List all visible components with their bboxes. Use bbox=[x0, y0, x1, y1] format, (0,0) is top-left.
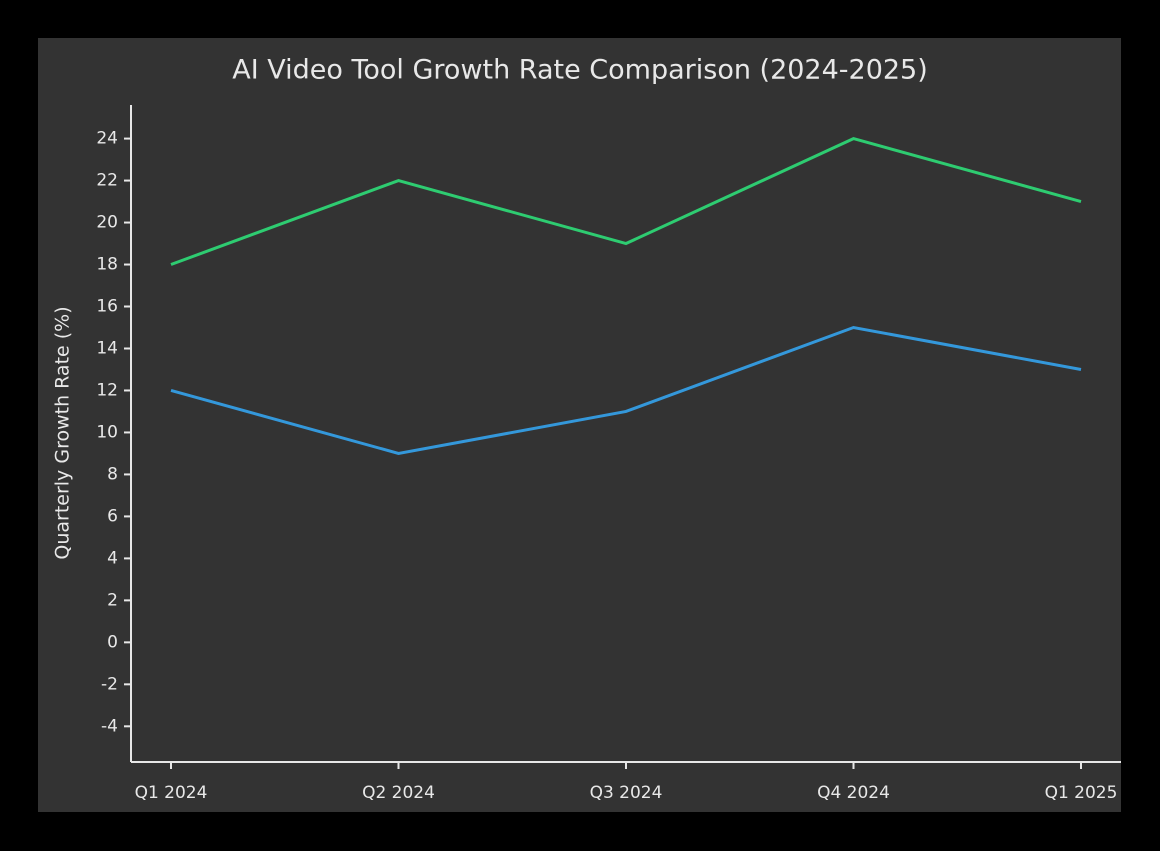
y-axis-label: Quarterly Growth Rate (%) bbox=[52, 306, 74, 559]
x-tick-label: Q3 2024 bbox=[590, 783, 663, 803]
y-tick-label: -4 bbox=[101, 716, 118, 736]
series-line bbox=[170, 136, 1082, 266]
y-tick-label: 2 bbox=[107, 590, 118, 610]
y-tick-label: 12 bbox=[96, 380, 118, 400]
y-tick-label: 0 bbox=[107, 632, 118, 652]
y-tick-label: 18 bbox=[96, 255, 118, 275]
y-tick-label: 8 bbox=[107, 464, 118, 484]
y-tick-label: 6 bbox=[107, 506, 118, 526]
x-tick-label: Q4 2024 bbox=[817, 783, 890, 803]
y-tick-label: 10 bbox=[96, 422, 118, 442]
chart-panel bbox=[38, 38, 1121, 812]
y-tick-label: 24 bbox=[96, 129, 118, 149]
chart-title: AI Video Tool Growth Rate Comparison (20… bbox=[232, 55, 928, 86]
x-tick-label: Q2 2024 bbox=[362, 783, 435, 803]
series-line bbox=[170, 325, 1082, 455]
y-tick-label: 14 bbox=[96, 338, 118, 358]
x-tick-label: Q1 2025 bbox=[1045, 783, 1118, 803]
y-tick-label: 4 bbox=[107, 548, 118, 568]
x-tick-label: Q1 2024 bbox=[135, 783, 208, 803]
y-tick-label: 16 bbox=[96, 297, 118, 317]
y-tick-label: -2 bbox=[101, 674, 118, 694]
y-tick-label: 22 bbox=[96, 171, 118, 191]
y-tick-label: 20 bbox=[96, 213, 118, 233]
